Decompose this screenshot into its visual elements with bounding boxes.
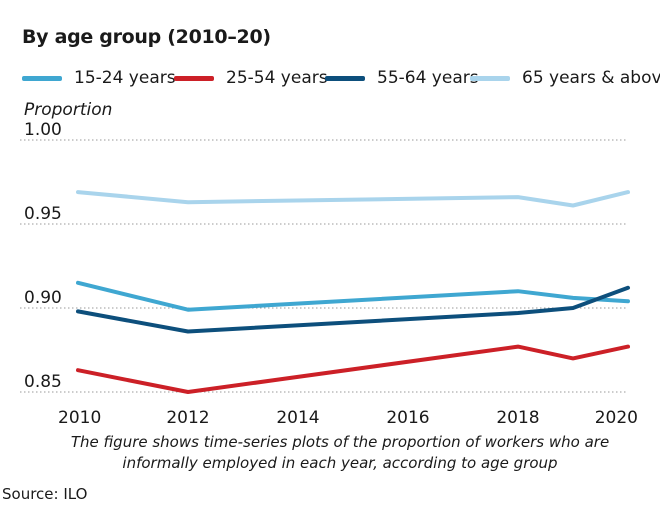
series-line-55-64-years [76,285,630,334]
legend-item-65-above: 65 years & above [470,66,660,90]
source-note: Source: ILO [2,485,88,503]
legend-item-25-54: 25-54 years [174,66,328,90]
y-tick-label: 0.95 [24,204,62,224]
x-tick-label: 2020 [595,408,638,428]
x-tick-label: 2014 [276,408,319,428]
legend-swatch-25-54 [174,75,214,81]
legend-swatch-15-24 [22,75,62,81]
legend: 15-24 years 25-54 years 55-64 years 65 y… [22,66,660,90]
x-tick-label: 2012 [166,408,209,428]
legend-label-15-24: 15-24 years [74,68,176,88]
chart-title: By age group (2010–20) [22,26,271,48]
x-tick-label: 2010 [58,408,101,428]
x-tick-label: 2016 [386,408,429,428]
series-line-65-years-above [76,190,630,208]
legend-item-15-24: 15-24 years [22,66,176,90]
legend-label-55-64: 55-64 years [377,68,479,88]
legend-swatch-65-above [470,75,510,81]
y-tick-label: 0.90 [24,288,62,308]
series-line-15-24-years [76,280,630,312]
y-tick-label: 1.00 [24,120,62,140]
y-axis-label: Proportion [24,100,113,120]
series-line-25-54-years [76,344,630,394]
caption-line-1: The figure shows time-series plots of th… [70,433,610,451]
y-tick-label: 0.85 [24,372,62,392]
figure-caption: The figure shows time-series plots of th… [60,432,620,474]
legend-item-55-64: 55-64 years [325,66,479,90]
x-tick-label: 2018 [496,408,539,428]
caption-line-2: informally employed in each year, accord… [122,454,558,472]
legend-swatch-55-64 [325,75,365,81]
legend-label-65-above: 65 years & above [522,68,660,88]
legend-label-25-54: 25-54 years [226,68,328,88]
